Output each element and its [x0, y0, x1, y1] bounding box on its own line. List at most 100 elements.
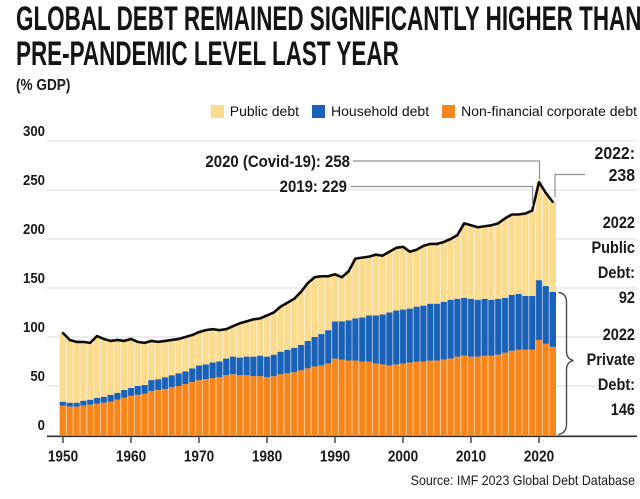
- annotation-2022-private-debt: 2022 Private Debt: 146: [587, 326, 636, 419]
- bar-segment: [392, 247, 400, 311]
- bar-segment: [59, 401, 67, 406]
- bar-segment: [134, 394, 142, 435]
- bar-segment: [127, 338, 135, 388]
- bar-gap: [453, 236, 455, 435]
- bar-segment: [542, 286, 550, 344]
- bar-segment: [216, 361, 223, 378]
- bar-segment: [80, 405, 87, 435]
- bar-segment: [392, 310, 400, 365]
- y-axis-labels: 0 50 100 150 200 250 300: [23, 122, 45, 433]
- bar-gap: [426, 244, 428, 435]
- bar-segment: [243, 356, 250, 376]
- x-axis-labels: 1950 1960 1970 1980 1990 2000 2010 2020: [48, 437, 554, 466]
- bar-segment: [107, 340, 114, 395]
- y-tick-label: 250: [23, 171, 45, 188]
- bar-segment: [195, 332, 203, 366]
- bar-segment: [481, 298, 488, 356]
- bar-segment: [284, 349, 291, 374]
- bar-segment: [399, 246, 407, 310]
- bar-segment: [107, 394, 114, 402]
- x-tick-label: 2000: [388, 449, 418, 466]
- bar-segment: [447, 239, 454, 300]
- bar-segment: [522, 213, 529, 296]
- bar-segment: [501, 218, 509, 298]
- x-tick-label: 2010: [456, 449, 486, 466]
- bar-gap: [283, 303, 285, 435]
- bar-gap: [378, 255, 380, 435]
- bar-gap: [494, 224, 496, 435]
- bar-gap: [528, 211, 530, 435]
- bar-segment: [481, 226, 488, 299]
- bar-segment: [93, 397, 101, 404]
- bar-segment: [120, 397, 128, 435]
- bar-segment: [284, 302, 291, 350]
- bar-segment: [148, 340, 155, 381]
- bar-segment: [182, 371, 189, 385]
- bar-segment: [86, 404, 94, 435]
- bar-segment: [202, 330, 210, 365]
- bar-segment: [535, 280, 543, 340]
- bar-segment: [488, 299, 495, 356]
- bar-gap: [399, 247, 401, 435]
- legend-label-public-debt: Public debt: [229, 103, 300, 119]
- bar-gap: [331, 275, 333, 435]
- bar-segment: [114, 339, 121, 393]
- x-tick-label: 2020: [524, 449, 554, 466]
- bar-gap: [548, 193, 550, 435]
- bar-gap: [229, 327, 231, 435]
- y-tick-300: 300: [23, 122, 45, 139]
- bar-segment: [474, 227, 482, 300]
- bar-gap: [371, 255, 373, 435]
- bar-segment: [277, 351, 284, 375]
- bar-segment: [358, 317, 366, 362]
- bar-gap: [276, 307, 278, 435]
- bar-segment: [256, 376, 264, 435]
- annotation-private-line4: 146: [611, 401, 636, 419]
- bar-segment: [338, 277, 346, 322]
- bar-segment: [250, 319, 257, 357]
- chart-title-line2: PRE-PANDEMIC LEVEL LAST YEAR: [16, 35, 399, 73]
- bar-gap: [93, 337, 95, 435]
- bar-segment: [501, 352, 509, 435]
- bar-segment: [542, 192, 550, 287]
- x-tick-label: 1990: [320, 449, 350, 466]
- y-tick-50: 50: [30, 367, 45, 384]
- bar-segment: [413, 361, 420, 435]
- y-tick-label: 150: [23, 269, 45, 286]
- bar-segment: [80, 400, 87, 406]
- bar-segment: [474, 356, 482, 435]
- bar-segment: [318, 334, 325, 366]
- bar-gap: [86, 342, 88, 435]
- legend-label-corporate-debt: Non-financial corporate debt: [461, 103, 637, 119]
- bar-segment: [141, 342, 148, 386]
- x-tick-1980: 1980: [252, 449, 282, 466]
- bar-gap: [263, 316, 265, 435]
- bar-gap: [521, 214, 523, 435]
- bar-segment: [454, 298, 461, 357]
- bar-segment: [420, 361, 427, 435]
- bar-segment: [304, 368, 312, 435]
- bar-segment: [263, 315, 271, 357]
- bar-segment: [399, 363, 407, 435]
- annotation-2020-covid: 2020 (Covid-19): 258: [205, 153, 350, 171]
- chart-title-line1: GLOBAL DEBT REMAINED SIGNIFICANTLY HIGHE…: [16, 0, 640, 38]
- bar-segment: [331, 274, 339, 322]
- legend-item-household-debt: Household debt: [312, 103, 429, 119]
- y-tick-label: 100: [23, 318, 45, 335]
- bar-segment: [501, 297, 509, 353]
- bar-segment: [311, 366, 318, 435]
- bar-gap: [195, 333, 197, 435]
- bar-segment: [386, 365, 393, 435]
- bar-segment: [440, 301, 448, 360]
- bar-segment: [263, 356, 271, 378]
- bar-segment: [372, 254, 380, 316]
- bar-segment: [508, 350, 516, 435]
- bar-segment: [528, 349, 536, 435]
- bar-segment: [216, 377, 223, 435]
- bar-segment: [379, 255, 386, 315]
- x-tick-1970: 1970: [184, 449, 214, 466]
- bar-gap: [256, 319, 258, 435]
- bar-segment: [372, 363, 380, 435]
- bar-segment: [134, 341, 142, 386]
